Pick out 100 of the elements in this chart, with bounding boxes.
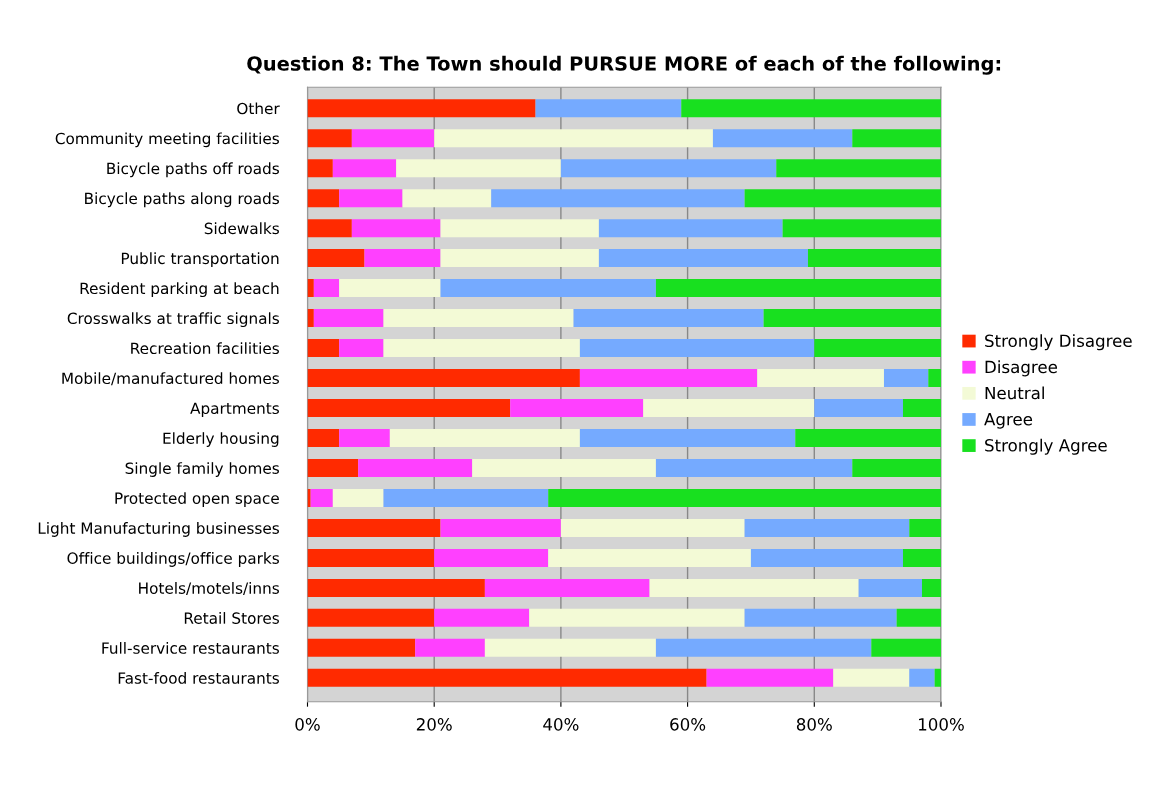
bar [681,99,941,118]
bar [440,219,599,238]
bar [649,578,859,597]
bar [643,399,815,417]
y-tick-label: Bicycle paths off roads [107,162,279,178]
y-tick-label: Single family homes [125,462,279,477]
bar [858,578,922,597]
bar [560,518,745,537]
bar [529,608,745,627]
bar [307,578,485,597]
bar [307,189,340,208]
bar [484,578,650,597]
bar [440,249,599,268]
bar [313,309,384,328]
bar [484,638,656,657]
y-tick-label: Protected open space [115,492,279,507]
y-tick-label: Crosswalks at traffic signals [67,312,279,328]
bar [902,548,941,567]
bar [763,309,941,328]
bar [396,159,561,178]
bar [814,399,903,417]
bar [389,428,580,447]
bar [339,189,403,208]
bar [332,488,384,507]
bar [795,428,941,447]
y-tick-label: Other [237,102,280,115]
bar [472,458,656,477]
bar [744,608,897,627]
bar [896,608,941,627]
y-tick-label: Apartments [190,402,279,417]
y-tick-label: Mobile/manufactured homes [62,372,279,386]
bar [750,548,903,567]
bar [307,428,340,447]
bar [307,309,314,328]
y-tick-label: Retail Stores [184,612,279,624]
y-tick-label: Resident parking at beach [80,282,279,298]
bar [307,668,707,687]
bar [307,249,365,268]
y-tick-label: Light Manufacturing businesses [38,522,279,537]
bar [833,668,910,687]
bar [332,159,397,178]
bar [655,458,853,477]
bar [548,548,751,567]
bar [757,369,884,388]
bar [598,219,783,238]
legend-label: Strongly Agree [985,438,1107,455]
bar [364,249,441,268]
x-tick-label: 40% [543,718,579,731]
bar [440,518,561,537]
bar [307,99,536,118]
bar [434,608,530,627]
bar [655,279,941,298]
bar [807,249,941,268]
bar [744,518,910,537]
y-tick-label: Elderly housing [163,432,279,447]
bar [510,399,644,417]
bar [852,129,941,148]
bar [814,339,941,358]
bar [440,279,656,298]
y-tick-label: Hotels/motels/inns [139,582,279,596]
bar [883,369,929,388]
bar [573,309,764,328]
bar [307,608,435,627]
bar [491,189,745,208]
x-tick-label: 60% [670,718,706,731]
bar [307,399,511,417]
y-tick-label: Recreation facilities [131,342,279,355]
bar [706,668,834,687]
bar [307,159,333,178]
bar [307,369,580,388]
bar [560,159,777,178]
y-tick-label: Bicycle paths along roads [85,192,279,208]
x-tick-label: 20% [416,718,452,731]
bar [548,488,941,507]
y-tick-label: Full-service restaurants [102,642,279,654]
bar [434,129,713,148]
y-tick-label: Public transportation [121,252,279,268]
y-tick-label: Office buildings/office parks [67,552,279,567]
bar [307,279,314,298]
bar [902,399,941,417]
y-tick-label: Fast-food restaurants [118,672,279,684]
bar [351,129,435,148]
x-tick-label: 80% [796,718,832,731]
bar [921,578,941,597]
bar [339,428,390,447]
bar [712,129,853,148]
bar [383,309,574,328]
bar [579,428,796,447]
bar [307,488,311,507]
bar [782,219,941,238]
bar [579,369,758,388]
x-tick-label: 0% [295,718,320,731]
chart-title: Question 8: The Town should PURSUE MORE of each of the following: [247,55,1001,75]
bar [383,488,549,507]
bar [383,339,580,358]
bar [909,518,941,537]
y-tick-label: Community meeting facilities [55,132,279,148]
bar [339,279,441,298]
bar [339,339,384,358]
bar [909,668,935,687]
